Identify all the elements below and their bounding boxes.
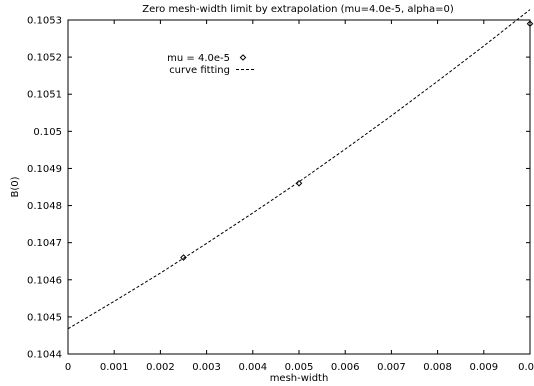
legend-swatch-marker <box>239 54 247 61</box>
x-tick-label: 0.005 <box>285 362 314 373</box>
plot-frame <box>67 19 531 355</box>
y-tick-label: 0.1053 <box>27 16 62 27</box>
data-point <box>526 20 534 28</box>
y-tick-label: 0.1047 <box>27 238 62 249</box>
x-tick-label: 0.007 <box>377 362 406 373</box>
x-tick-label: 0.003 <box>192 362 221 373</box>
x-tick-label: 0.009 <box>469 362 498 373</box>
y-tick-label: 0.1048 <box>27 201 62 212</box>
x-tick-label: 0.004 <box>238 362 267 373</box>
legend-label: curve fitting <box>169 65 230 76</box>
y-tick-label: 0.1051 <box>27 90 62 101</box>
x-tick-label: 0.008 <box>423 362 452 373</box>
x-tick-label: 0 <box>65 362 71 373</box>
y-tick-label: 0.1045 <box>27 312 62 323</box>
y-axis-label: B(0) <box>10 176 21 197</box>
y-tick-label: 0.1049 <box>27 164 62 175</box>
y-tick-label: 0.1046 <box>27 275 62 286</box>
x-tick-label: 0.002 <box>146 362 175 373</box>
y-axis: 0.1044 0.1045 0.1046 0.1047 0.1048 0.1049 0.10… <box>27 16 530 361</box>
x-tick-label: 0.006 <box>331 362 360 373</box>
curve-fitting-line <box>67 9 531 330</box>
y-tick-label: 0.105 <box>33 127 62 138</box>
y-tick-label: 0.1044 <box>27 350 62 361</box>
x-tick-label: 0.0 <box>518 362 534 373</box>
x-axis-label: mesh-width <box>270 373 329 384</box>
y-tick-label: 0.1052 <box>27 53 62 64</box>
chart-title: Zero mesh-width limit by extrapolation (… <box>142 4 454 15</box>
plot-area <box>67 9 534 330</box>
legend-label: mu = 4.0e-5 <box>167 53 230 64</box>
x-tick-label: 0.001 <box>100 362 129 373</box>
x-axis: 0 0.001 0.002 0.003 0.004 0.005 0.006 0.007 0.00… <box>65 20 534 373</box>
